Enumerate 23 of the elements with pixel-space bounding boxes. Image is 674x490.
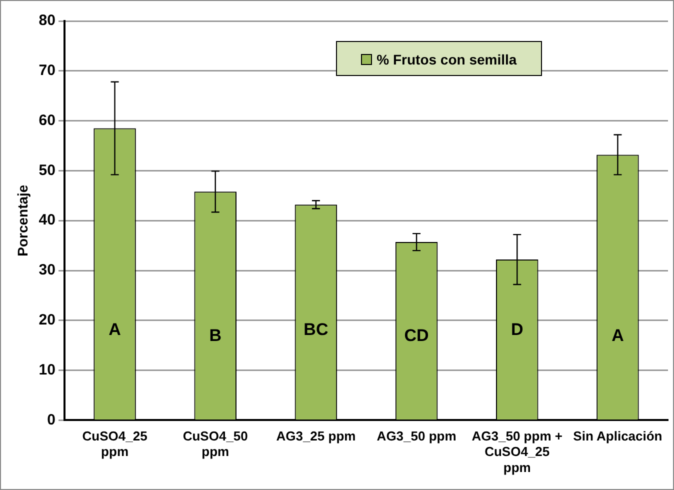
y-tick-label: 80 — [38, 12, 56, 30]
y-tick-label: 30 — [38, 262, 56, 279]
x-tick-label: AG3_25 ppm — [276, 428, 356, 444]
annotation: CD — [404, 326, 429, 346]
x-tick-label: Sin Aplicación — [573, 428, 662, 444]
y-tick-label: 10 — [38, 361, 56, 378]
y-tick-label: 50 — [38, 162, 56, 179]
y-axis-title: Porcentaje — [14, 184, 30, 256]
legend-label: % Frutos con semilla — [376, 51, 517, 68]
annotation: BC — [304, 320, 328, 340]
x-tick-label: CuSO4_25 ppm — [82, 428, 148, 460]
y-tick-label: 20 — [38, 312, 56, 329]
y-tick-label: 0 — [47, 411, 56, 428]
annotation: A — [612, 326, 624, 346]
x-tick-label: CuSO4_50 ppm — [182, 428, 248, 460]
annotation: B — [209, 326, 222, 346]
y-tick-label: 40 — [38, 212, 56, 229]
y-tick-label: 70 — [38, 62, 56, 80]
y-tick-label: 60 — [38, 112, 56, 129]
x-tick-label: AG3_50 ppm + CuSO4_25 ppm — [472, 428, 563, 475]
x-tick-label: AG3_50 ppm — [376, 428, 456, 444]
annotation: D — [510, 320, 524, 340]
annotation: A — [108, 320, 121, 340]
